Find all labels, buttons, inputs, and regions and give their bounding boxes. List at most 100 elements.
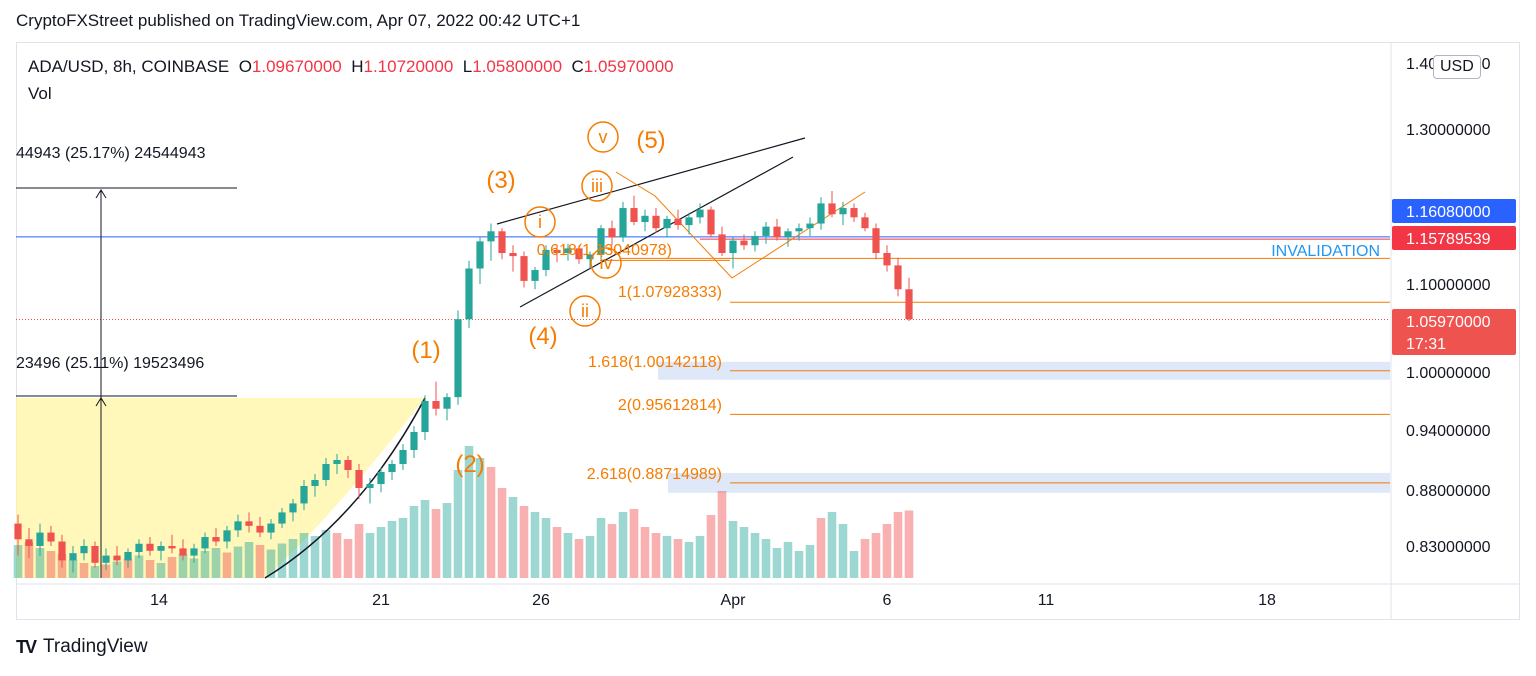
volume-bar (222, 552, 232, 578)
volume-bar (541, 518, 551, 578)
fib-label: 1(1.07928333) (618, 284, 722, 301)
time-axis-tick: 6 (883, 592, 892, 609)
candle-body (663, 218, 671, 229)
price-tag-countdown: 17:31 (1406, 336, 1446, 353)
time-axis-tick: 18 (1258, 592, 1276, 609)
candle-body (432, 401, 440, 409)
candle-body (201, 537, 209, 549)
volume-bar (607, 524, 617, 578)
volume-bar (255, 545, 265, 578)
candle-body (69, 553, 77, 561)
candle-body (14, 523, 22, 540)
close-label: C (571, 57, 584, 76)
currency-button[interactable]: USD (1433, 55, 1481, 79)
volume-bar (629, 509, 639, 578)
candle-body (399, 450, 407, 464)
volume-bar (871, 533, 881, 578)
volume-bar (882, 524, 892, 578)
candle-body (476, 241, 484, 269)
time-axis-tick: 11 (1038, 592, 1055, 609)
candle-body (487, 231, 495, 242)
volume-bar (816, 518, 826, 578)
price-tag-text: 1.16080000 (1406, 204, 1491, 221)
brand-name: TradingView (43, 636, 148, 657)
candle-body (465, 268, 473, 320)
volume-bar (178, 554, 188, 578)
candle-body (234, 521, 242, 531)
volume-bar (409, 506, 419, 578)
candle-body (157, 546, 165, 551)
wave-label-w1: (1) (411, 337, 440, 364)
open-value: 1.09670000 (251, 57, 342, 76)
open-label: O (238, 57, 252, 76)
volume-bar (673, 539, 683, 578)
candle-body (509, 253, 517, 257)
wave-label-i: i (538, 212, 542, 232)
volume-bar (772, 548, 782, 578)
volume-bar (244, 542, 254, 578)
volume-bar (332, 533, 342, 578)
volume-bar (277, 543, 287, 578)
volume-bar (354, 524, 364, 578)
volume-bar (904, 510, 914, 578)
candle-body (256, 525, 264, 533)
ohlc-legend: ADA/USD, 8h, COINBASE O1.09670000 H1.107… (28, 57, 674, 77)
time-axis-tick: Apr (721, 592, 747, 609)
volume-bar (530, 512, 540, 578)
candle-body (190, 548, 198, 556)
volume-bar (398, 518, 408, 578)
candle-body (806, 223, 814, 229)
measure-bottom-label: 23496 (25.11%) 19523496 (16, 355, 204, 372)
candle-body (25, 539, 33, 546)
price-axis-tick: 1.30000000 (1406, 122, 1491, 139)
low-value: 1.05800000 (472, 57, 563, 76)
tradingview-logo-icon[interactable]: TV (16, 636, 37, 657)
candle-body (212, 537, 220, 542)
measure-arrow-up (95, 189, 107, 199)
price-tag (1392, 199, 1516, 223)
measure-top-label: 44943 (25.17%) 24544943 (16, 145, 206, 162)
measure-arrow-up-2 (95, 397, 107, 407)
candle-body (707, 209, 715, 235)
fib-label: 0.618(1.13040978) (537, 242, 672, 259)
candle-body (366, 484, 374, 488)
volume-bar (145, 560, 155, 578)
volume-bar (838, 524, 848, 578)
candle-body (773, 226, 781, 238)
symbol-label[interactable]: ADA/USD, 8h, COINBASE (28, 57, 230, 76)
volume-label[interactable]: Vol (28, 84, 52, 103)
volume-bar (46, 551, 56, 578)
volume-bar (728, 521, 738, 578)
candle-body (905, 289, 913, 320)
invalidation-label: INVALIDATION (1271, 243, 1380, 260)
volume-bar (167, 557, 177, 578)
candle-body (135, 543, 143, 552)
chart-frame[interactable] (16, 42, 1520, 620)
price-tag (1392, 309, 1516, 355)
price-tag (1392, 226, 1516, 250)
candle-body (762, 226, 770, 236)
candle-body (168, 546, 176, 549)
time-axis-tick: 14 (150, 592, 168, 609)
price-axis-tick: 1.00000000 (1406, 365, 1491, 382)
candle-body (531, 270, 539, 281)
time-axis-tick: 21 (372, 592, 390, 609)
candle-body (124, 552, 132, 561)
wave-circle-v (587, 121, 619, 153)
volume-bar (706, 515, 716, 578)
volume-bar (321, 530, 331, 578)
wave-circle-i (524, 206, 556, 238)
candle-body (311, 480, 319, 486)
volume-bar (486, 467, 496, 578)
wave-label-ii: ii (581, 301, 589, 321)
wave-circle-iv (590, 247, 622, 279)
candle-body (696, 209, 704, 218)
volume-bar (805, 545, 815, 578)
candle-body (388, 464, 396, 472)
volume-bar (563, 533, 573, 578)
candle-body (674, 218, 682, 226)
volume-bar (761, 539, 771, 578)
candle-body (729, 240, 737, 253)
candle-body (377, 472, 385, 484)
